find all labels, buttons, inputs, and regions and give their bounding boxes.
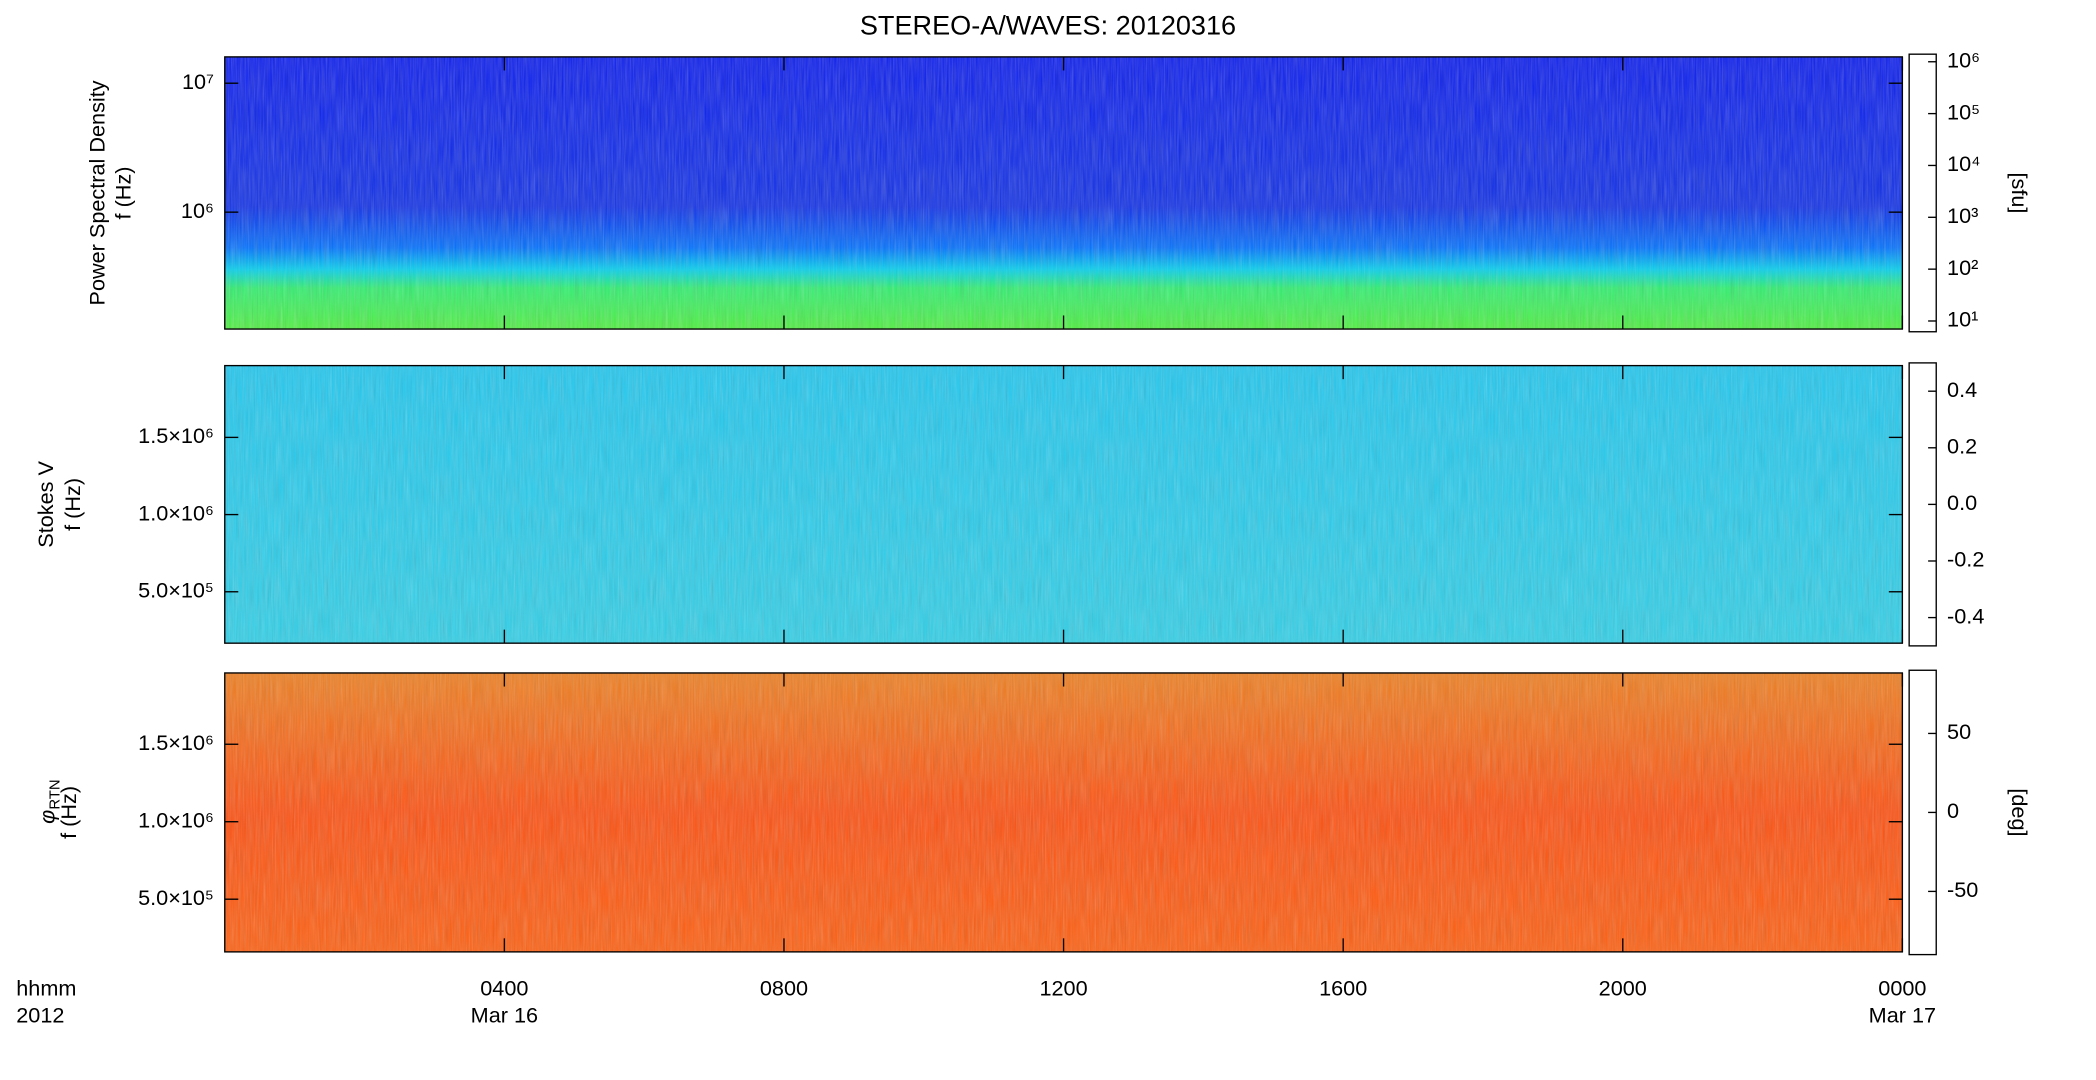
y-tick-label: 1.0×10⁶ xyxy=(138,500,214,525)
y-tick-label: 5.0×10⁵ xyxy=(138,577,214,602)
x-tick-label: 0000 xyxy=(1878,976,1926,1001)
x-axis-label: 2012 xyxy=(16,1003,64,1028)
colorbar-tick-label: 0.2 xyxy=(1947,434,1977,459)
colorbar-tick-label: 0.4 xyxy=(1947,377,1977,402)
spectrogram-texture xyxy=(224,672,1903,952)
colorbar-tick-label: 10⁵ xyxy=(1947,99,1980,124)
colorbar-tick-label: 10⁴ xyxy=(1947,151,1980,176)
y-axis-label-symbol: φRTN xyxy=(34,779,63,823)
chart-title: STEREO-A/WAVES: 20120316 xyxy=(860,9,1236,40)
y-axis-label: f (Hz) xyxy=(56,786,81,839)
y-axis-label: f (Hz) xyxy=(60,478,85,531)
colorbar-tick-label: -50 xyxy=(1947,877,1978,902)
colorbar-tick-label: -0.4 xyxy=(1947,603,1984,628)
y-axis-label: Power Spectral Density xyxy=(85,80,110,305)
colorbar-tick-label: 10¹ xyxy=(1947,307,1978,332)
y-tick-label: 1.5×10⁶ xyxy=(138,423,214,448)
colorbar-tick-label: 0.0 xyxy=(1947,490,1977,515)
colorbar-tick-label: 0 xyxy=(1947,798,1959,823)
spectrogram-texture xyxy=(224,56,1903,330)
x-axis-label: hhmm xyxy=(16,976,76,1001)
y-axis-label: Stokes V xyxy=(33,461,58,548)
x-tick-label: 0800 xyxy=(760,976,808,1001)
y-tick-label: 5.0×10⁵ xyxy=(138,885,214,910)
colorbar-tick-label: 10⁶ xyxy=(1947,47,1980,72)
colorbar xyxy=(1908,53,1937,333)
y-axis-label: f (Hz) xyxy=(110,166,135,219)
spectrogram-texture xyxy=(224,365,1903,644)
x-tick-label: 1200 xyxy=(1039,976,1087,1001)
x-date-label: Mar 16 xyxy=(471,1003,538,1028)
y-axis-label-subscript: RTN xyxy=(47,779,63,809)
y-tick-label: 1.5×10⁶ xyxy=(138,730,214,755)
x-date-label: Mar 17 xyxy=(1869,1003,1936,1028)
x-tick-label: 0400 xyxy=(480,976,528,1001)
x-tick-label: 1600 xyxy=(1319,976,1367,1001)
colorbar-label: [deg] xyxy=(2007,788,2032,836)
x-tick-label: 2000 xyxy=(1599,976,1647,1001)
y-tick-label: 10⁶ xyxy=(181,198,214,223)
y-axis-label-symbol: φ xyxy=(34,810,59,824)
colorbar-tick-label: 10³ xyxy=(1947,203,1978,228)
y-tick-label: 1.0×10⁶ xyxy=(138,807,214,832)
colorbar-tick-label: 50 xyxy=(1947,719,1971,744)
colorbar-tick-label: 10² xyxy=(1947,255,1978,280)
colorbar-tick-label: -0.2 xyxy=(1947,547,1984,572)
y-tick-label: 10⁷ xyxy=(182,69,214,94)
colorbar-label: [sfu] xyxy=(2007,172,2032,213)
